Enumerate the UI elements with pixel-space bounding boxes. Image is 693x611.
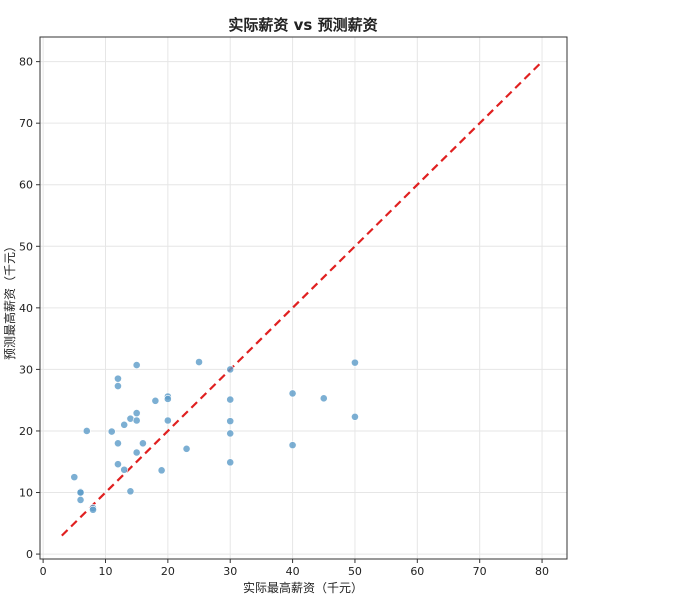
data-point [226, 365, 235, 374]
y-tick-label: 70 [19, 117, 33, 130]
data-point [163, 395, 172, 403]
ticks-layer: 0 10 20 30 40 50 60 70 80 0 10 20 30 40 50 60 70 80 [19, 56, 549, 578]
data-point [163, 416, 172, 425]
data-point [132, 409, 141, 418]
data-point [76, 496, 85, 504]
y-tick-label: 30 [19, 363, 33, 376]
data-point [114, 374, 122, 383]
data-point [114, 460, 122, 469]
data-point [132, 361, 141, 369]
y-axis-label: 预测最高薪资（千元） [2, 240, 17, 360]
x-tick-label: 20 [161, 565, 175, 578]
x-tick-label: 30 [223, 565, 237, 578]
data-point [126, 487, 135, 496]
reference-line [61, 60, 543, 537]
y-tick-label: 50 [19, 240, 33, 253]
x-tick-label: 80 [535, 565, 549, 578]
x-tick-label: 10 [98, 565, 112, 578]
data-point [151, 396, 160, 405]
data-point [226, 429, 235, 438]
reference-line-layer [61, 60, 543, 537]
data-point [76, 488, 85, 497]
data-point [195, 358, 203, 366]
x-axis-label: 实际最高薪资（千元） [243, 580, 363, 595]
data-point [132, 416, 141, 425]
data-point [182, 444, 191, 453]
x-tick-label: 0 [40, 565, 47, 578]
x-tick-label: 60 [410, 565, 424, 578]
x-tick-label: 70 [473, 565, 487, 578]
data-point [288, 441, 297, 450]
data-point [114, 382, 122, 390]
data-point [351, 412, 359, 421]
plot-frame [39, 36, 568, 560]
data-point [319, 394, 328, 403]
points-layer [70, 358, 359, 514]
data-point [120, 420, 129, 429]
x-tick-label: 50 [348, 565, 362, 578]
data-point [157, 466, 166, 475]
data-point [226, 458, 235, 467]
data-point [132, 448, 141, 457]
y-tick-label: 60 [19, 179, 33, 192]
x-tick-label: 40 [286, 565, 300, 578]
y-tick-label: 0 [26, 548, 33, 561]
data-point [226, 417, 235, 426]
y-tick-label: 20 [19, 425, 33, 438]
chart-title: 实际薪资 vs 预测薪资 [228, 16, 377, 34]
data-point [114, 439, 122, 448]
data-point [139, 439, 147, 448]
data-point [107, 427, 116, 436]
data-point [89, 505, 97, 514]
y-tick-label: 80 [19, 56, 33, 69]
y-tick-label: 40 [19, 302, 33, 315]
data-point [226, 395, 235, 404]
data-point [120, 465, 129, 474]
data-point [82, 427, 91, 435]
data-point [70, 473, 79, 482]
y-tick-label: 10 [19, 487, 33, 500]
data-point [288, 389, 297, 398]
data-point [351, 358, 359, 367]
